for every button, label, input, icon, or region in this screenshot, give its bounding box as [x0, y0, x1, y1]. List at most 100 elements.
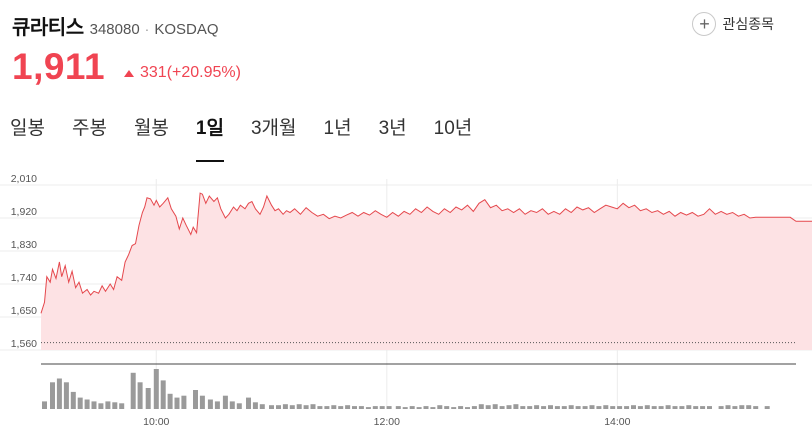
volume-bar	[229, 401, 235, 409]
volume-bar	[603, 405, 609, 409]
volume-bar	[269, 405, 274, 409]
volume-bar	[416, 407, 422, 409]
y-tick-label: 1,920	[11, 206, 37, 218]
y-tick-label: 1,830	[11, 239, 37, 251]
volume-bar	[478, 404, 484, 409]
volume-bar	[338, 406, 344, 409]
add-favorite-button[interactable]: + 관심종목	[692, 12, 774, 36]
volume-bar	[372, 406, 378, 409]
volume-bar	[222, 395, 228, 409]
price-change-value: 331(+20.95%)	[140, 64, 241, 81]
volume-bar	[458, 406, 464, 409]
volume-bar	[181, 395, 187, 409]
tab-monthly[interactable]: 월봉	[133, 118, 169, 139]
stock-header: 큐라티스 348080 · KOSDAQ	[12, 11, 219, 40]
volume-bar	[409, 406, 415, 409]
volume-bar	[199, 395, 205, 409]
volume-bar	[214, 401, 220, 409]
market-name: KOSDAQ	[154, 21, 219, 38]
period-tabs: 일봉 주봉 월봉 1일 3개월 1년 3년 10년	[10, 113, 499, 162]
volume-bar	[56, 378, 62, 409]
separator-dot: ·	[144, 21, 150, 37]
volume-bar	[386, 406, 392, 409]
volume-bar	[631, 405, 636, 409]
volume-bar	[746, 405, 752, 409]
volume-bar	[160, 380, 166, 409]
x-axis-labels: 10:00 12:00 14:00	[143, 416, 631, 428]
volume-bar	[119, 403, 125, 409]
favorite-label: 관심종목	[722, 16, 774, 32]
volume-bar	[568, 405, 574, 409]
volume-bar	[358, 406, 364, 409]
volume-bar	[686, 405, 692, 409]
volume-bar	[499, 406, 505, 409]
volume-bar	[437, 405, 443, 409]
volume-bar	[582, 406, 588, 409]
volume-bar	[534, 405, 540, 409]
y-tick-label: 1,650	[11, 305, 37, 317]
volume-bar	[527, 406, 533, 409]
volume-bar	[672, 406, 678, 409]
volume-bar	[167, 393, 173, 409]
volume-bar	[63, 382, 69, 409]
volume-bar	[317, 406, 323, 409]
volume-bar	[520, 406, 526, 409]
volume-bar	[246, 397, 251, 409]
tab-weekly[interactable]: 주봉	[71, 118, 107, 139]
volume-bar	[561, 406, 567, 409]
tab-3months[interactable]: 3개월	[250, 118, 297, 139]
up-triangle-icon	[124, 69, 134, 77]
volume-bar	[145, 388, 151, 409]
volume-bar	[644, 405, 650, 409]
volume-bar	[617, 406, 623, 409]
volume-bar	[345, 405, 351, 409]
tab-10years[interactable]: 10년	[433, 118, 473, 139]
y-tick-label: 1,560	[11, 338, 37, 350]
volume-bar	[725, 405, 731, 409]
volume-bar	[112, 402, 118, 409]
volume-bar	[324, 406, 330, 409]
tab-1day[interactable]: 1일	[195, 113, 225, 162]
volume-bar	[506, 405, 512, 409]
volume-bar	[98, 403, 104, 409]
price-line	[40, 192, 812, 314]
volume-bar	[548, 405, 553, 409]
volume-bar	[193, 390, 198, 409]
volume-bar	[50, 382, 55, 409]
volume-bar	[153, 369, 159, 409]
volume-bar	[310, 404, 316, 409]
x-tick-label: 10:00	[143, 416, 169, 428]
volume-bar	[541, 406, 547, 409]
volume-bar	[252, 402, 258, 409]
tab-1year[interactable]: 1년	[323, 118, 352, 139]
y-tick-label: 2,010	[11, 173, 37, 185]
volume-bar	[70, 391, 76, 409]
current-price: 1,911	[12, 46, 106, 87]
stock-code: 348080	[89, 21, 140, 38]
volume-bar	[289, 405, 295, 409]
volume-bar	[451, 407, 457, 409]
tab-daily[interactable]: 일봉	[10, 118, 45, 139]
volume-bar	[282, 404, 288, 409]
volume-bar	[42, 401, 47, 409]
volume-bar	[259, 404, 265, 409]
volume-bar	[753, 406, 759, 409]
volume-bar	[707, 406, 712, 409]
volume-bar	[485, 405, 491, 409]
volume-bar	[303, 405, 309, 409]
volume-bar	[402, 407, 408, 409]
volume-bar	[91, 401, 97, 409]
volume-bar	[492, 404, 498, 409]
volume-bar	[651, 406, 657, 409]
volume-bar	[693, 406, 699, 409]
volume-bar	[471, 406, 477, 409]
price-change: 331(+20.95%)	[124, 64, 241, 82]
volume-bar	[105, 401, 111, 409]
volume-bar	[513, 404, 519, 409]
tab-3years[interactable]: 3년	[378, 118, 407, 139]
intraday-chart[interactable]: 2,010 1,920 1,830 1,740 1,650 1,560 10:00 12:0…	[0, 170, 812, 429]
volume-bar	[465, 407, 470, 409]
volume-bar	[679, 406, 685, 409]
volume-bar	[130, 372, 136, 409]
volume-bar	[430, 407, 436, 409]
